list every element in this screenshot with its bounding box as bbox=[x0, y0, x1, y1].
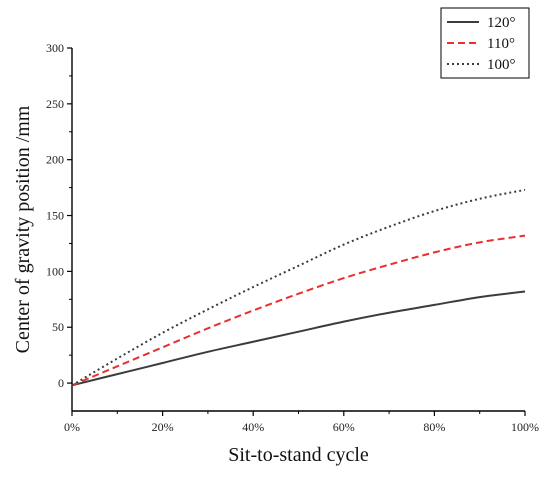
x-tick-label: 100% bbox=[511, 420, 539, 434]
legend-label-1: 110° bbox=[487, 36, 515, 52]
y-tick-label: 150 bbox=[46, 209, 64, 223]
y-tick-label: 100 bbox=[46, 264, 64, 278]
y-tick-label: 250 bbox=[46, 97, 64, 111]
x-tick-label: 40% bbox=[242, 420, 264, 434]
y-ticks: 0 50 100 150 200 250 300 bbox=[46, 41, 72, 390]
y-tick-label: 0 bbox=[58, 376, 64, 390]
y-axis-title: Center of gravity position /mm bbox=[12, 105, 34, 353]
x-tick-label: 80% bbox=[423, 420, 445, 434]
x-tick-label: 60% bbox=[333, 420, 355, 434]
series-line-2 bbox=[71, 188, 526, 387]
legend-box bbox=[440, 7, 530, 79]
series-line-0 bbox=[71, 290, 526, 387]
series-line-1 bbox=[71, 234, 526, 387]
y-tick-label: 200 bbox=[46, 153, 64, 167]
series-layer bbox=[71, 188, 526, 387]
y-tick-label: 50 bbox=[52, 320, 64, 334]
x-tick-label: 0% bbox=[64, 420, 80, 434]
legend: 120° 110° 100° bbox=[440, 7, 530, 79]
y-tick-label: 300 bbox=[46, 41, 64, 55]
x-tick-label: 20% bbox=[152, 420, 174, 434]
legend-label-0: 120° bbox=[487, 15, 516, 31]
x-axis-title: Sit-to-stand cycle bbox=[228, 444, 369, 466]
x-ticks: 0% 20% 40% 60% 80% 100% bbox=[64, 411, 539, 434]
axes bbox=[71, 48, 525, 412]
legend-label-2: 100° bbox=[487, 57, 516, 73]
